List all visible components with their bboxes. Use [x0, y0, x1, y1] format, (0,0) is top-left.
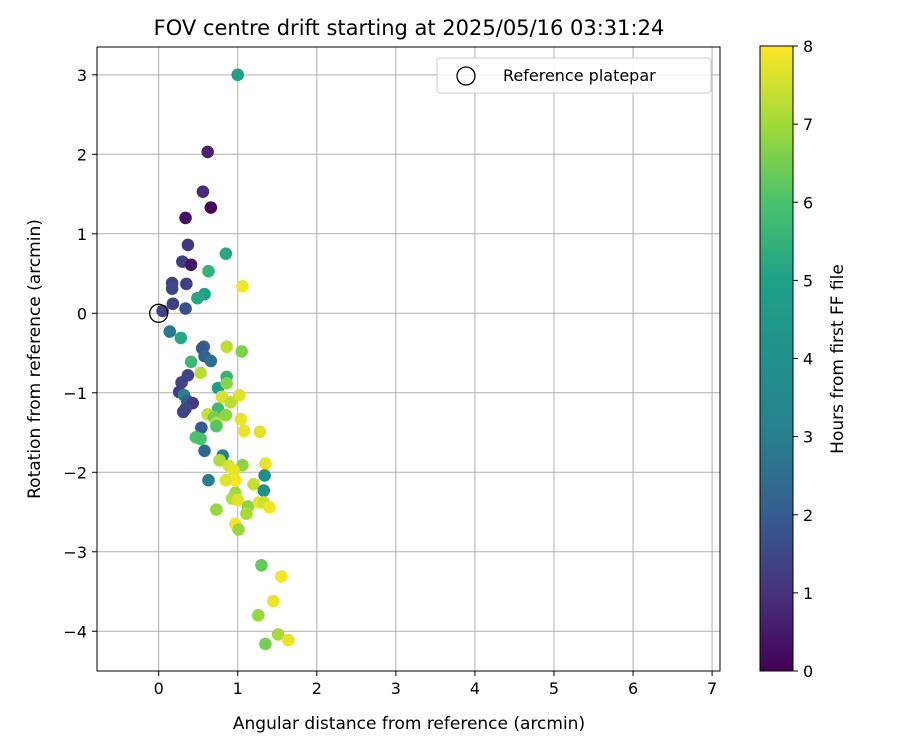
colorbar-tick-label: 3 — [803, 428, 813, 447]
data-point — [194, 366, 207, 380]
data-point — [231, 493, 245, 507]
data-point — [210, 503, 223, 516]
y-tick-label: 1 — [77, 225, 87, 244]
data-point — [204, 354, 218, 368]
x-tick-label: 0 — [154, 679, 164, 698]
x-axis-ticks: 0 1 2 3 4 5 6 7 — [154, 671, 717, 698]
data-point — [259, 637, 272, 651]
data-point — [219, 408, 233, 422]
colorbar-tick-label: 0 — [803, 662, 813, 681]
data-point — [194, 432, 207, 446]
x-axis-label: Angular distance from reference (arcmin) — [233, 714, 585, 734]
data-point — [202, 473, 215, 487]
data-point — [240, 507, 253, 520]
colorbar-tick-label: 8 — [803, 37, 813, 56]
data-point — [180, 277, 193, 291]
data-point — [251, 609, 265, 622]
data-point — [165, 282, 179, 295]
data-point — [271, 628, 285, 641]
data-point — [202, 264, 215, 278]
y-tick-label: −1 — [63, 384, 87, 403]
data-point — [259, 457, 272, 470]
data-point — [274, 570, 288, 583]
data-point — [204, 201, 218, 214]
data-point — [174, 331, 188, 345]
data-point — [219, 473, 233, 487]
colorbar-tick-label: 5 — [803, 271, 813, 290]
data-point — [210, 419, 223, 433]
data-point — [253, 425, 267, 439]
colorbar-tick-label: 4 — [803, 350, 813, 369]
chart-title: FOV centre drift starting at 2025/05/16 … — [154, 16, 665, 40]
data-point — [220, 376, 233, 390]
y-tick-label: −4 — [63, 622, 87, 641]
x-tick-label: 4 — [470, 679, 480, 698]
y-tick-label: 0 — [77, 304, 87, 323]
data-points — [156, 68, 295, 651]
data-point — [181, 238, 195, 252]
colorbar-tick-label: 1 — [803, 584, 813, 603]
colorbar-tick-label: 6 — [803, 193, 813, 212]
colorbar-label: Hours from first FF file — [828, 264, 848, 454]
x-tick-label: 2 — [312, 679, 322, 698]
y-tick-label: 3 — [77, 66, 87, 85]
x-tick-label: 1 — [233, 679, 243, 698]
data-point — [179, 211, 192, 225]
x-tick-label: 5 — [549, 679, 559, 698]
data-point — [229, 473, 242, 487]
legend: Reference platepar — [436, 57, 712, 94]
legend-entry-label: Reference platepar — [503, 66, 656, 85]
data-point — [263, 500, 276, 514]
data-point — [219, 247, 233, 260]
colorbar-ticks: 0 1 2 3 4 5 6 7 8 — [793, 37, 813, 681]
x-tick-label: 7 — [707, 679, 717, 698]
colorbar: 0 1 2 3 4 5 6 7 8 Hours from first FF file — [759, 37, 848, 681]
data-point — [184, 355, 198, 369]
legend-box — [436, 57, 712, 94]
data-point — [213, 454, 226, 467]
data-point — [235, 345, 248, 358]
colorbar-tick-label: 2 — [803, 506, 813, 525]
grid — [97, 47, 720, 671]
data-point — [220, 340, 233, 353]
data-point — [184, 258, 198, 272]
data-point — [247, 477, 260, 491]
colorbar-gradient — [759, 45, 794, 672]
data-point — [175, 376, 188, 389]
data-point — [231, 68, 245, 82]
data-point — [224, 396, 237, 409]
data-point — [195, 421, 208, 435]
y-tick-label: −2 — [63, 463, 87, 482]
data-point — [179, 302, 192, 315]
x-tick-label: 6 — [628, 679, 638, 698]
data-point — [237, 424, 251, 438]
y-axis-label: Rotation from reference (arcmin) — [25, 219, 45, 499]
y-tick-label: 2 — [77, 145, 87, 164]
data-point — [233, 388, 246, 402]
data-point — [258, 469, 271, 482]
data-point — [166, 297, 180, 311]
data-point — [232, 523, 245, 536]
reference-platepar-marker — [149, 303, 169, 323]
data-point — [267, 594, 280, 608]
y-axis-ticks: −4 −3 −2 −1 0 1 2 3 — [63, 66, 97, 641]
data-point — [201, 145, 214, 159]
data-point — [234, 412, 248, 426]
data-point — [282, 633, 295, 647]
data-point — [236, 279, 249, 293]
y-tick-label: −3 — [63, 543, 87, 562]
data-point — [257, 484, 271, 497]
data-point — [196, 185, 210, 198]
colorbar-tick-label: 7 — [803, 115, 813, 134]
data-point — [191, 291, 204, 305]
plot-frame — [96, 46, 721, 672]
data-point — [163, 325, 177, 338]
x-tick-label: 3 — [391, 679, 401, 698]
data-point — [198, 444, 211, 458]
data-point — [176, 405, 190, 419]
data-point — [227, 464, 241, 477]
legend-marker-icon — [456, 66, 476, 86]
data-point — [255, 558, 268, 572]
